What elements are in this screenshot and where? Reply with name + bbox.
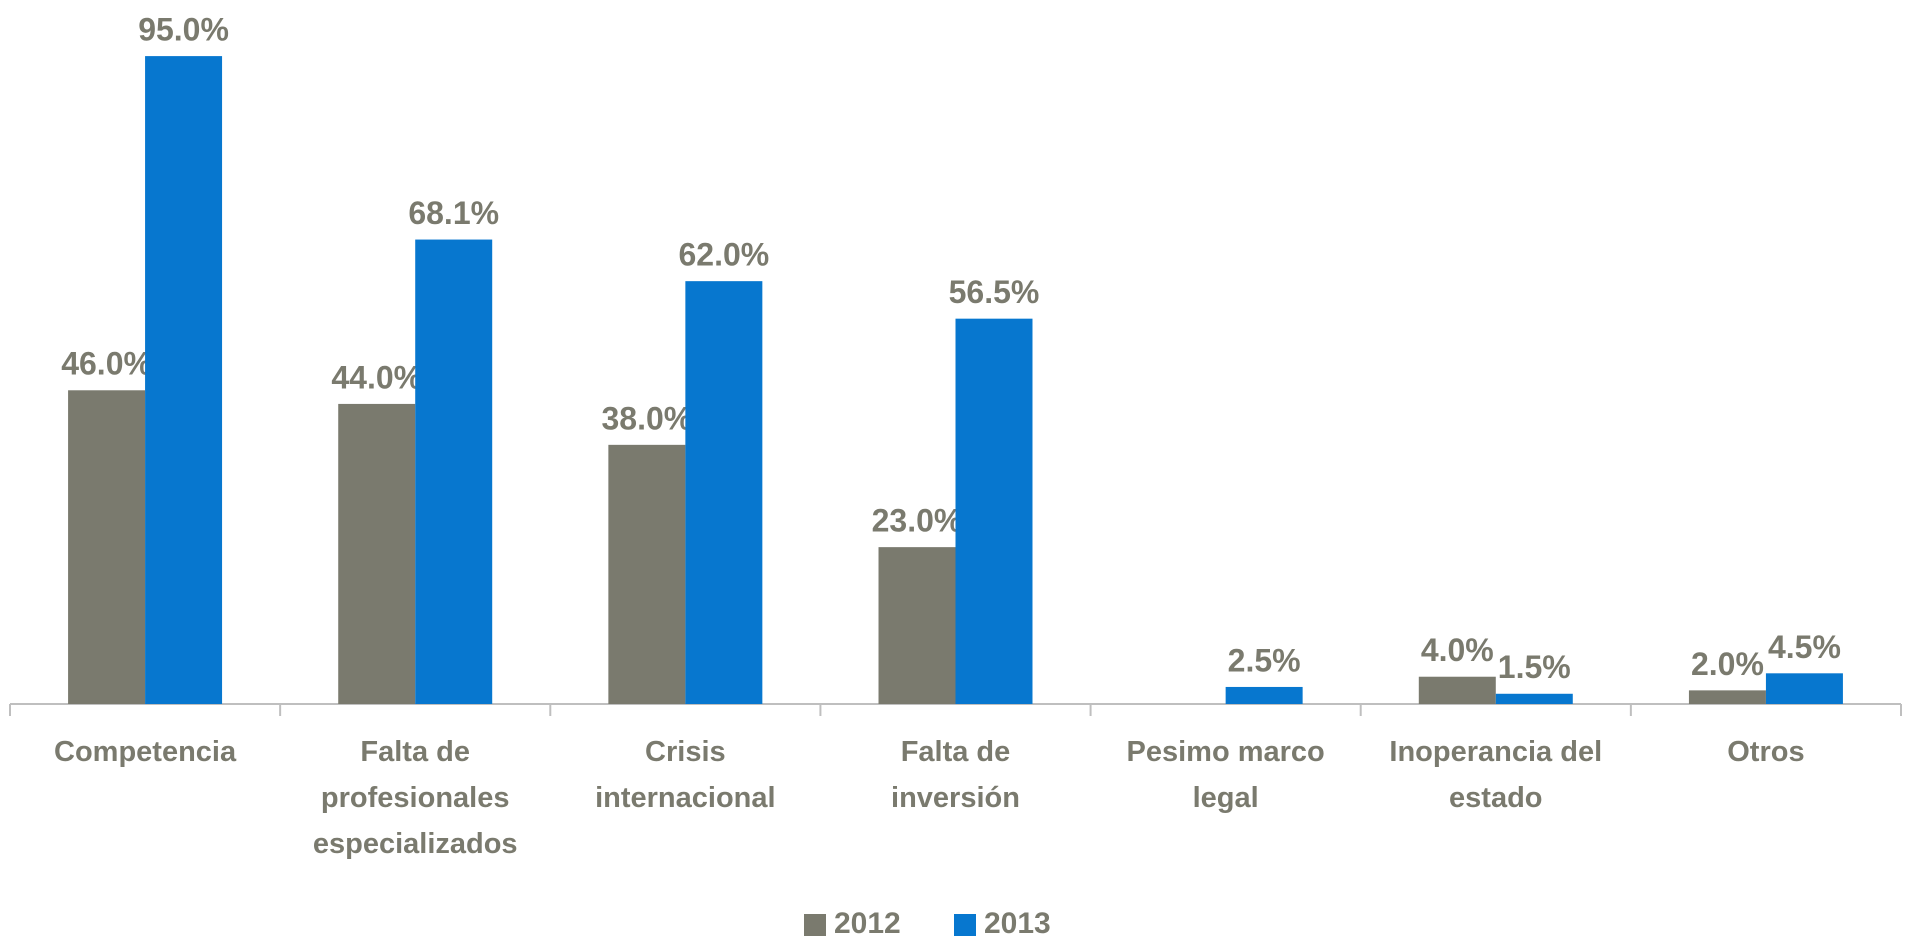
data-label: 62.0% xyxy=(678,237,769,273)
bar xyxy=(1765,673,1843,704)
x-tick-label: Falta de profesionales especializados xyxy=(312,736,518,860)
bar xyxy=(1225,686,1303,704)
data-label: 44.0% xyxy=(331,359,422,395)
data-label: 46.0% xyxy=(61,346,152,382)
bar xyxy=(1688,690,1766,704)
legend-label: 2012 xyxy=(834,907,901,940)
data-label: 68.1% xyxy=(408,195,499,231)
bar xyxy=(415,239,493,705)
bar xyxy=(1495,693,1573,704)
data-label: 1.5% xyxy=(1498,649,1571,685)
legend-label: 2013 xyxy=(984,907,1051,940)
data-label: 4.5% xyxy=(1768,629,1841,665)
data-label: 38.0% xyxy=(601,400,692,436)
data-label: 56.5% xyxy=(949,274,1040,310)
x-tick-label: Falta de inversión xyxy=(891,736,1020,814)
bar xyxy=(878,547,956,704)
bar xyxy=(608,444,686,704)
bar xyxy=(145,56,223,705)
x-tick-label: Inoperancia del estado xyxy=(1389,736,1603,814)
data-label: 2.5% xyxy=(1228,642,1301,678)
x-tick-label: Pesimo marco legal xyxy=(1126,736,1325,814)
bar xyxy=(685,281,763,704)
bar xyxy=(68,390,146,704)
bar xyxy=(1418,676,1496,704)
data-label: 4.0% xyxy=(1421,632,1494,668)
legend-swatch xyxy=(804,914,826,936)
x-tick-label: Crisis internacional xyxy=(595,736,776,814)
x-tick-label: Competencia xyxy=(54,736,237,768)
bar xyxy=(338,403,416,704)
data-label: 23.0% xyxy=(872,503,963,539)
legend-swatch xyxy=(954,914,976,936)
data-label: 95.0% xyxy=(138,12,229,48)
bar xyxy=(955,318,1033,704)
x-tick-label: Otros xyxy=(1727,736,1805,768)
data-label: 2.0% xyxy=(1691,646,1764,682)
